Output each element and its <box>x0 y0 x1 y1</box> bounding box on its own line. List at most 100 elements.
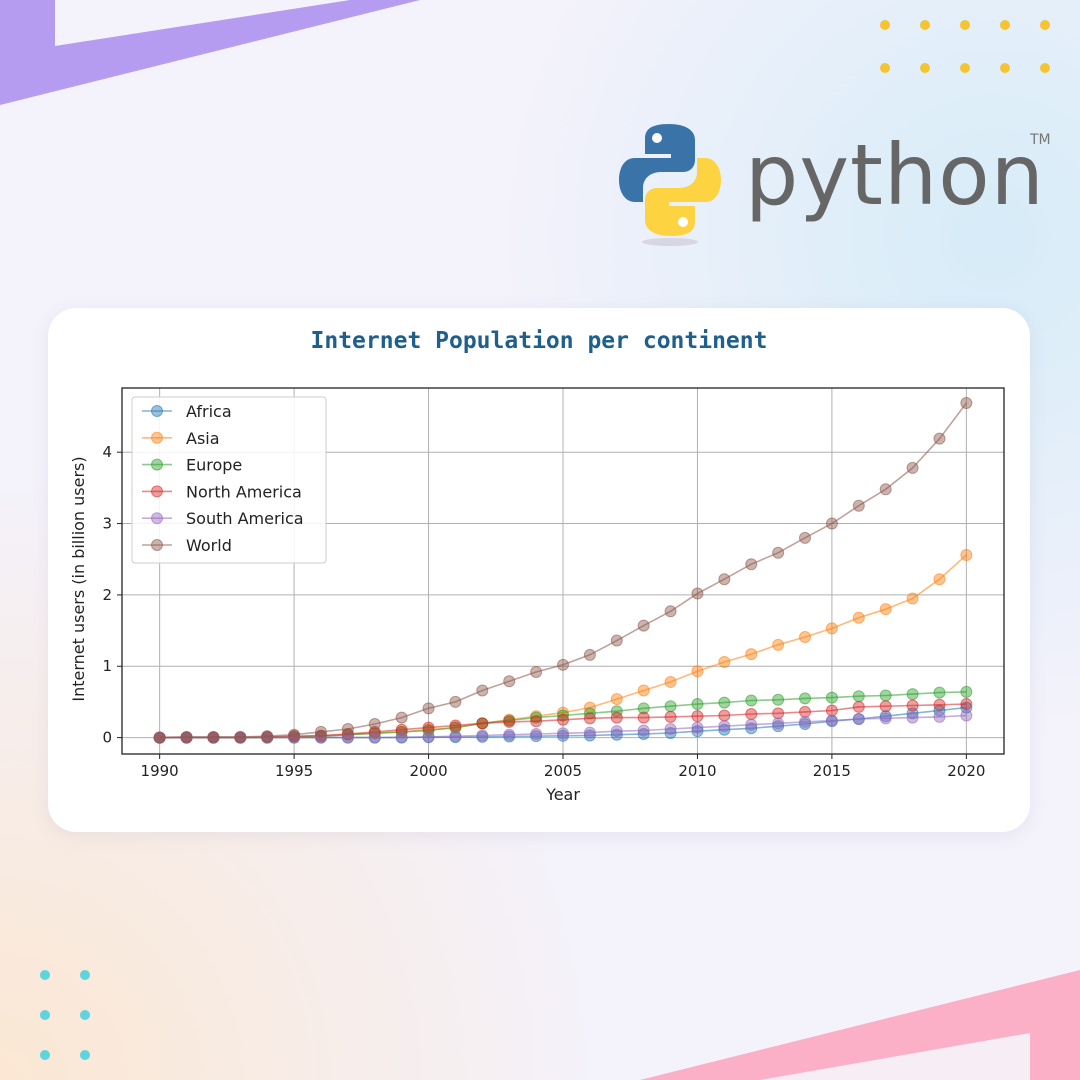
legend-marker <box>151 539 163 551</box>
y-tick-label: 0 <box>102 729 112 747</box>
data-point <box>341 731 354 744</box>
data-point <box>906 711 919 724</box>
python-wordmark: python <box>745 126 1045 224</box>
data-point <box>906 699 919 712</box>
legend-label: World <box>186 536 232 555</box>
trademark-mark: TM <box>1030 132 1051 148</box>
legend-marker <box>151 485 163 498</box>
chart-card: Internet Population per continent 1990 19… <box>48 308 1030 832</box>
data-point <box>799 715 812 728</box>
data-point <box>772 638 785 651</box>
series-line <box>159 402 968 739</box>
data-point <box>852 713 865 726</box>
data-point <box>745 558 758 571</box>
x-tick-label: 1995 <box>275 762 313 780</box>
y-tick-label: 1 <box>102 657 112 675</box>
data-point <box>180 730 193 743</box>
data-point <box>960 685 973 698</box>
legend: Africa Asia Europe North America South Ameri… <box>131 396 327 564</box>
data-point <box>718 720 731 733</box>
data-point <box>825 714 838 727</box>
data-point <box>234 730 247 743</box>
top-decorative-band <box>0 0 420 105</box>
data-point <box>288 728 301 741</box>
legend-marker <box>151 458 163 471</box>
data-point <box>933 432 946 445</box>
x-tick-label: 2010 <box>678 762 716 780</box>
line-chart: 1990 1995 2000 2005 2010 2015 2020 0 1 2 3 4 Year I… <box>69 387 1005 804</box>
data-point <box>879 712 892 725</box>
data-point <box>557 658 569 671</box>
x-axis-label: Year <box>545 785 580 804</box>
data-point <box>745 648 758 661</box>
data-point <box>825 622 838 635</box>
data-point <box>906 592 919 605</box>
data-point <box>960 709 973 722</box>
data-point <box>718 709 731 722</box>
data-point <box>530 715 543 728</box>
data-point <box>503 675 516 688</box>
bottom-decorative-band <box>640 970 1080 1080</box>
series-line <box>159 703 967 739</box>
data-point <box>314 725 327 738</box>
data-point <box>772 707 785 720</box>
data-point <box>368 731 381 744</box>
data-point <box>422 721 435 734</box>
x-tick-label: 1990 <box>141 762 179 780</box>
y-tick-label: 4 <box>102 443 112 461</box>
legend-label: Asia <box>186 429 220 448</box>
data-point <box>745 694 758 707</box>
data-point <box>610 693 623 706</box>
data-point <box>933 686 946 699</box>
data-point <box>960 396 973 409</box>
data-point <box>637 702 650 715</box>
legend-label: North America <box>186 482 302 501</box>
data-point <box>879 483 892 496</box>
data-point <box>637 711 650 724</box>
data-point <box>691 587 704 600</box>
data-point <box>368 718 381 731</box>
data-point <box>503 715 516 728</box>
data-point <box>395 711 408 724</box>
data-point <box>664 723 677 736</box>
data-point <box>449 730 462 743</box>
data-point <box>610 634 623 647</box>
data-point <box>610 711 623 724</box>
data-point <box>261 730 274 743</box>
data-point <box>718 655 731 668</box>
teal-dot-grid <box>40 970 90 1060</box>
python-snake-icon <box>619 124 721 246</box>
legend-marker <box>151 405 163 417</box>
legend-item: Europe <box>142 456 242 475</box>
axis-ticks: 1990 1995 2000 2005 2010 2015 2020 0 1 2 3 4 <box>102 443 985 780</box>
data-point <box>799 531 812 544</box>
data-point <box>637 619 650 632</box>
y-tick-label: 2 <box>102 586 112 604</box>
data-point <box>664 675 677 688</box>
legend-marker <box>151 512 163 525</box>
series-layer <box>153 396 973 744</box>
legend-item: North America <box>142 482 302 501</box>
data-point <box>449 695 462 708</box>
python-logo: python TM <box>615 120 1055 250</box>
data-point <box>852 690 865 703</box>
series-line <box>159 714 967 739</box>
data-point <box>341 723 354 736</box>
data-point <box>395 731 408 744</box>
legend-box <box>131 396 327 564</box>
data-point <box>583 726 596 739</box>
data-point <box>745 708 758 721</box>
data-point <box>557 727 569 740</box>
data-point <box>933 573 946 586</box>
legend-item: South America <box>142 509 304 528</box>
data-point <box>799 630 812 643</box>
data-point <box>583 648 596 661</box>
data-point <box>530 665 543 678</box>
y-tick-label: 3 <box>102 515 112 533</box>
data-point <box>530 728 543 741</box>
data-point <box>691 721 704 734</box>
data-point <box>906 688 919 701</box>
data-point <box>664 700 677 713</box>
legend-label: South America <box>186 509 304 528</box>
data-point <box>691 665 704 678</box>
